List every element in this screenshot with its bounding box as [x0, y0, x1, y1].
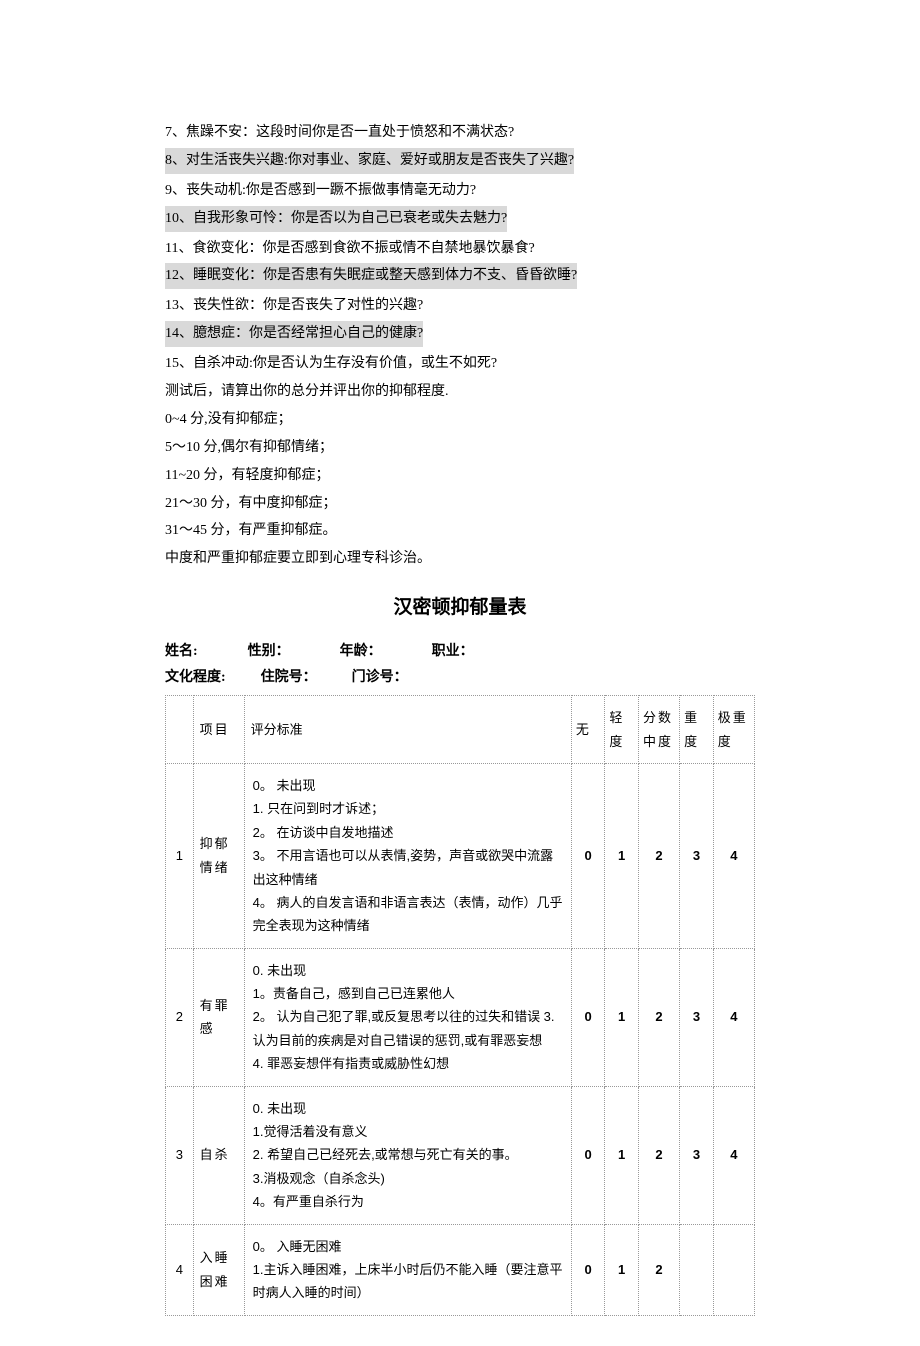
row-score: 1 — [605, 948, 639, 1086]
question-13: 13、丧失性欲：你是否丧失了对性的兴趣? — [165, 293, 755, 319]
row-score: 3 — [680, 763, 714, 948]
score-range-1: 5～10 分,偶尔有抑郁情绪； — [165, 435, 755, 461]
score-range-3: 21～30 分，有中度抑郁症； — [165, 491, 755, 517]
header-blank — [166, 696, 194, 764]
header-severe: 重度 — [680, 696, 714, 764]
question-7: 7、焦躁不安：这段时间你是否一直处于愤怒和不满状态? — [165, 120, 755, 146]
question-15: 15、自杀冲动:你是否认为生存没有价值，或生不如死? — [165, 351, 755, 377]
row-criteria: 0。 未出现 1. 只在问到时才诉述； 2。 在访谈中自发地描述 3。 不用言语… — [244, 763, 571, 948]
row-score: 3 — [680, 1086, 714, 1224]
instruction: 测试后，请算出你的总分并评出你的抑郁程度. — [165, 379, 755, 405]
questions-section: 7、焦躁不安：这段时间你是否一直处于愤怒和不满状态? 8、对生活丧失兴趣:你对事… — [165, 120, 755, 377]
header-extreme: 极重度 — [713, 696, 754, 764]
question-10: 10、自我形象可怜：你是否以为自己已衰老或失去魅力? — [165, 206, 507, 232]
table-row: 2 有罪感 0. 未出现 1。责备自己，感到自己已连累他人 2。 认为自己犯了罪… — [166, 948, 755, 1086]
row-score: 1 — [605, 763, 639, 948]
table-row: 3 自杀 0. 未出现 1.觉得活着没有意义 2. 希望自己已经死去,或常想与死… — [166, 1086, 755, 1224]
info-row-2: 文化程度: 住院号： 门诊号： — [165, 665, 755, 691]
scale-title: 汉密顿抑郁量表 — [165, 590, 755, 625]
row-score: 4 — [713, 1086, 754, 1224]
outpatient-label: 门诊号： — [352, 665, 408, 691]
table-header-row: 项目 评分标准 无 轻度 分数中度 重度 极重度 — [166, 696, 755, 764]
hamilton-table: 项目 评分标准 无 轻度 分数中度 重度 极重度 1 抑郁情绪 0。 未出现 1… — [165, 695, 755, 1316]
header-moderate: 分数中度 — [638, 696, 679, 764]
question-11: 11、食欲变化：你是否感到食欲不振或情不自禁地暴饮暴食? — [165, 236, 755, 262]
row-criteria: 0. 未出现 1.觉得活着没有意义 2. 希望自己已经死去,或常想与死亡有关的事… — [244, 1086, 571, 1224]
question-9: 9、丧失动机:你是否感到一蹶不振做事情毫无动力? — [165, 178, 755, 204]
row-score: 2 — [638, 1086, 679, 1224]
row-score: 0 — [571, 1086, 605, 1224]
score-range-0: 0~4 分,没有抑郁症； — [165, 407, 755, 433]
question-14: 14、臆想症：你是否经常担心自己的健康? — [165, 321, 423, 347]
row-score: 0 — [571, 948, 605, 1086]
row-score: 1 — [605, 1086, 639, 1224]
info-row-1: 姓名: 性别： 年龄： 职业： — [165, 639, 755, 665]
row-score: 4 — [713, 948, 754, 1086]
row-score: 0 — [571, 763, 605, 948]
table-row: 1 抑郁情绪 0。 未出现 1. 只在问到时才诉述； 2。 在访谈中自发地描述 … — [166, 763, 755, 948]
education-label: 文化程度: — [165, 665, 226, 691]
row-num: 2 — [166, 948, 194, 1086]
row-score: 2 — [638, 948, 679, 1086]
admission-label: 住院号： — [261, 665, 317, 691]
question-12: 12、睡眠变化：你是否患有失眠症或整天感到体力不支、昏昏欲睡? — [165, 263, 577, 289]
header-item: 项目 — [193, 696, 244, 764]
gender-label: 性别： — [248, 639, 290, 665]
row-score: 4 — [713, 763, 754, 948]
header-none: 无 — [571, 696, 605, 764]
row-score: 3 — [680, 948, 714, 1086]
row-num: 3 — [166, 1086, 194, 1224]
row-score: 2 — [638, 763, 679, 948]
header-mild: 轻度 — [605, 696, 639, 764]
occupation-label: 职业： — [432, 639, 474, 665]
note: 中度和严重抑郁症要立即到心理专科诊治。 — [165, 546, 755, 572]
header-criteria: 评分标准 — [244, 696, 571, 764]
score-range-4: 31～45 分，有严重抑郁症。 — [165, 518, 755, 544]
row-num: 1 — [166, 763, 194, 948]
row-item: 有罪感 — [193, 948, 244, 1086]
row-criteria: 0. 未出现 1。责备自己，感到自己已连累他人 2。 认为自己犯了罪,或反复思考… — [244, 948, 571, 1086]
name-label: 姓名: — [165, 639, 198, 665]
question-8: 8、对生活丧失兴趣:你对事业、家庭、爱好或朋友是否丧失了兴趣? — [165, 148, 574, 174]
row-item: 抑郁情绪 — [193, 763, 244, 948]
score-range-2: 11~20 分，有轻度抑郁症； — [165, 463, 755, 489]
age-label: 年龄： — [340, 639, 382, 665]
row-item: 自杀 — [193, 1086, 244, 1224]
